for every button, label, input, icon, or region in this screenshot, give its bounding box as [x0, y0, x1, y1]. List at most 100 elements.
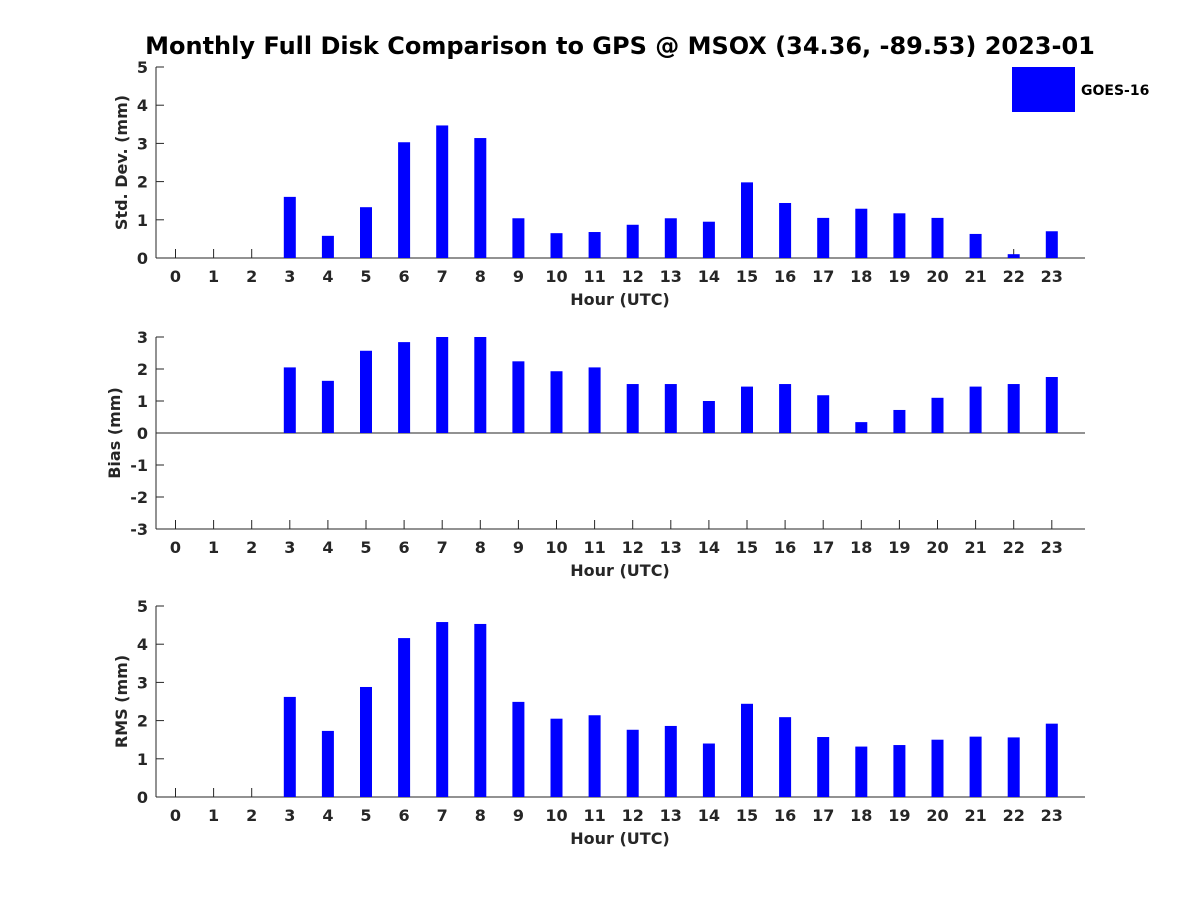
x-tick-label: 17	[812, 538, 834, 557]
x-tick-label: 4	[322, 806, 333, 825]
x-tick-label: 7	[437, 267, 448, 286]
bar	[398, 342, 411, 433]
bar	[588, 715, 601, 797]
x-tick-label: 10	[545, 267, 567, 286]
y-tick-label: 3	[137, 134, 148, 153]
bar	[779, 717, 792, 797]
x-tick-label: 22	[1003, 267, 1025, 286]
bar	[893, 745, 906, 797]
x-tick-label: 16	[774, 267, 796, 286]
x-tick-label: 21	[964, 806, 986, 825]
bar	[550, 718, 563, 797]
bar	[588, 232, 601, 258]
x-tick-label: 3	[284, 267, 295, 286]
y-tick-label: 4	[137, 96, 148, 115]
bar	[1007, 254, 1020, 258]
bar	[741, 182, 753, 258]
x-tick-label: 22	[1003, 538, 1025, 557]
bar	[741, 703, 753, 797]
bar	[969, 736, 982, 797]
bar	[360, 686, 372, 797]
x-tick-label: 6	[399, 538, 410, 557]
x-tick-label: 20	[926, 538, 948, 557]
bar	[855, 746, 868, 797]
y-tick-label: 4	[137, 635, 148, 654]
bar	[283, 196, 296, 258]
x-tick-label: 19	[888, 806, 910, 825]
x-tick-label: 0	[170, 806, 181, 825]
x-tick-label: 2	[246, 267, 257, 286]
bar	[626, 384, 639, 433]
bar	[817, 395, 830, 433]
x-tick-label: 18	[850, 806, 872, 825]
y-tick-label: -1	[130, 456, 148, 475]
x-tick-label: 16	[774, 806, 796, 825]
x-tick-label: 8	[475, 806, 486, 825]
x-tick-label: 3	[284, 806, 295, 825]
y-tick-label: 3	[137, 673, 148, 692]
bar	[779, 202, 792, 258]
y-axis-label: RMS (mm)	[112, 655, 131, 748]
chart-title: Monthly Full Disk Comparison to GPS @ MS…	[145, 32, 1095, 60]
x-tick-label: 13	[660, 538, 682, 557]
bar	[436, 622, 449, 797]
x-axis-label: Hour (UTC)	[570, 829, 670, 848]
bar	[512, 361, 525, 433]
bar	[855, 422, 868, 433]
x-tick-label: 10	[545, 806, 567, 825]
x-tick-label: 8	[475, 267, 486, 286]
y-tick-label: 1	[137, 750, 148, 769]
x-tick-label: 22	[1003, 806, 1025, 825]
x-tick-label: 15	[736, 806, 758, 825]
x-tick-label: 21	[964, 538, 986, 557]
bar	[626, 729, 639, 797]
x-tick-label: 9	[513, 267, 524, 286]
x-tick-label: 0	[170, 267, 181, 286]
x-tick-label: 19	[888, 267, 910, 286]
x-tick-label: 9	[513, 538, 524, 557]
y-axis-label: Bias (mm)	[105, 387, 124, 479]
x-tick-label: 2	[246, 538, 257, 557]
x-tick-label: 19	[888, 538, 910, 557]
x-tick-label: 17	[812, 267, 834, 286]
y-tick-label: 2	[137, 173, 148, 192]
x-tick-label: 12	[622, 538, 644, 557]
bar	[474, 623, 487, 797]
bar	[779, 384, 792, 433]
x-tick-label: 7	[437, 538, 448, 557]
x-tick-label: 6	[399, 267, 410, 286]
bar	[931, 739, 944, 797]
x-tick-label: 23	[1041, 267, 1063, 286]
y-tick-label: 3	[137, 328, 148, 347]
bar	[817, 217, 830, 258]
x-tick-label: 1	[208, 806, 219, 825]
bar	[702, 743, 715, 797]
x-tick-label: 9	[513, 806, 524, 825]
y-axis-label: Std. Dev. (mm)	[112, 95, 131, 230]
bar	[512, 218, 525, 258]
x-tick-label: 5	[360, 806, 371, 825]
x-tick-label: 4	[322, 267, 333, 286]
y-tick-label: 5	[137, 597, 148, 616]
bar	[321, 730, 334, 797]
y-tick-label: 5	[137, 58, 148, 77]
y-tick-label: 1	[137, 392, 148, 411]
legend: GOES-16	[1012, 67, 1149, 112]
legend-swatch	[1012, 67, 1075, 112]
bar	[664, 384, 677, 433]
bar	[855, 208, 868, 258]
x-tick-label: 17	[812, 806, 834, 825]
x-tick-label: 12	[622, 267, 644, 286]
bar	[702, 401, 715, 433]
y-tick-label: 0	[137, 424, 148, 443]
x-tick-label: 7	[437, 806, 448, 825]
bar	[398, 142, 411, 258]
bar	[436, 337, 449, 433]
bar	[931, 397, 944, 433]
bar	[360, 207, 372, 258]
bar	[474, 138, 487, 258]
